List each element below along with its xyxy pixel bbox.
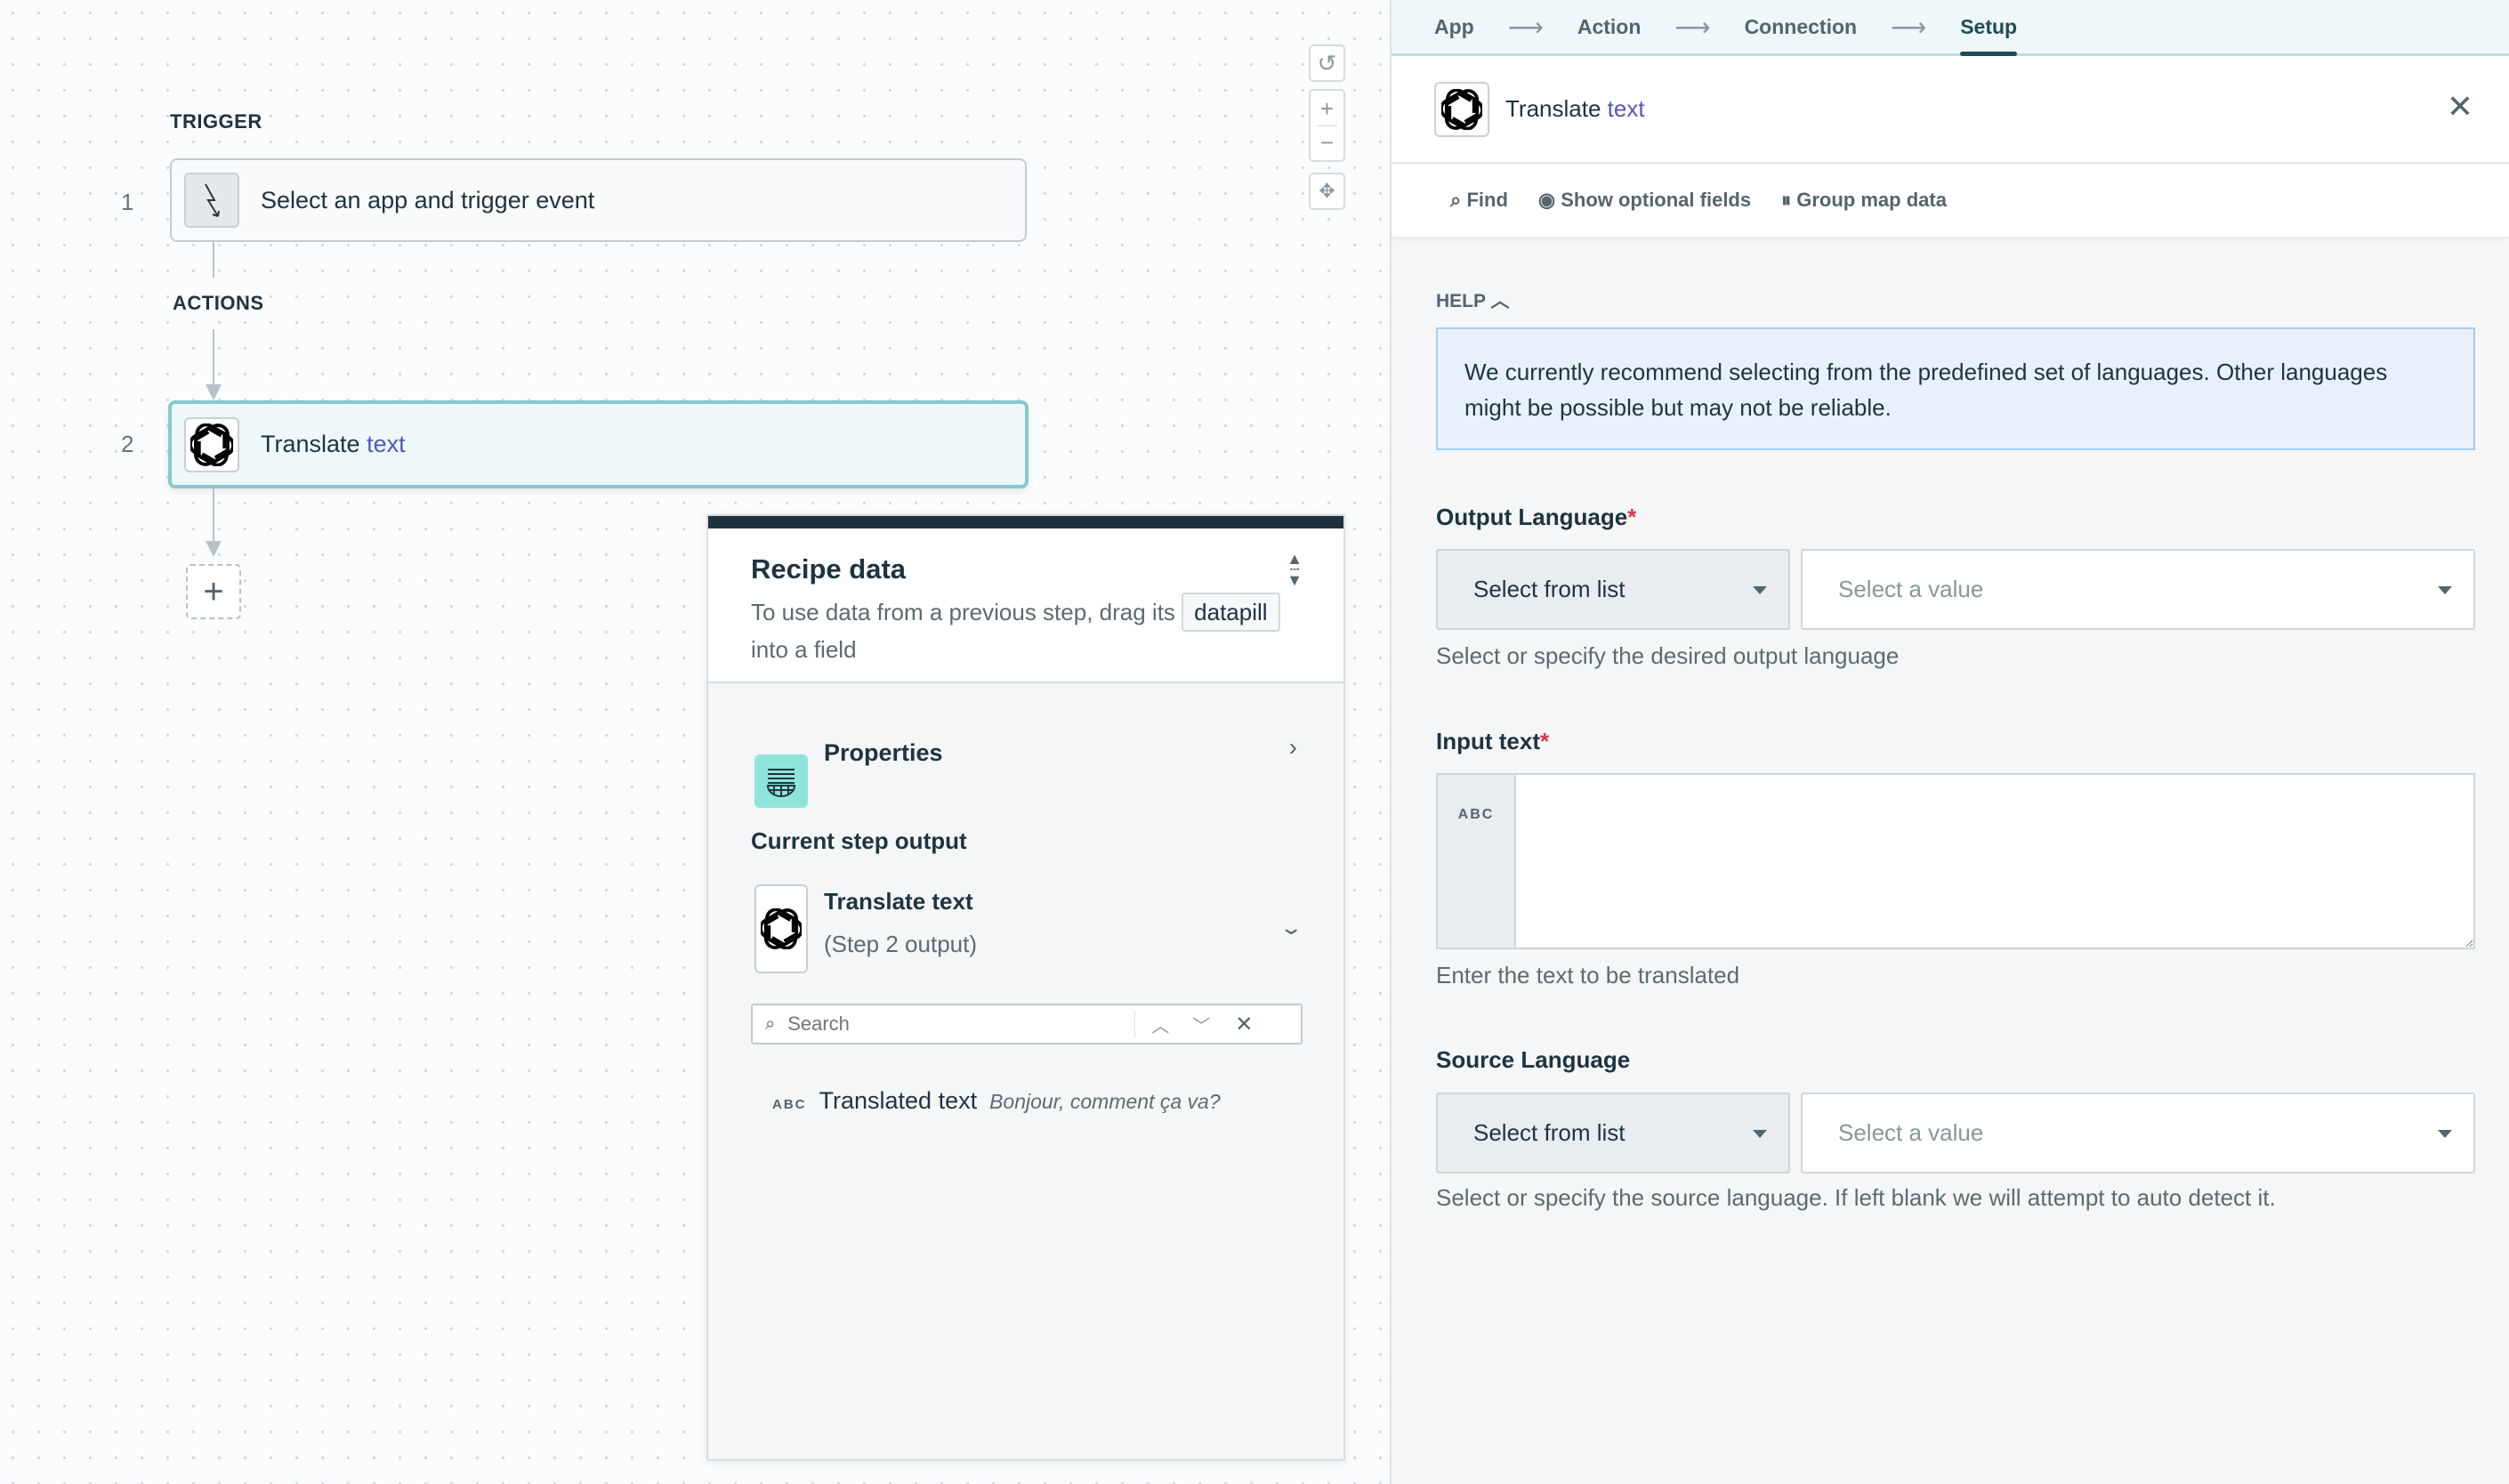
fit-to-screen-button[interactable]: ✥ <box>1309 173 1345 210</box>
source-language-label: Source Language <box>1436 1046 1631 1073</box>
recipe-data-title: Recipe data <box>751 553 907 585</box>
openai-icon <box>754 884 808 973</box>
input-text-label: Input text* <box>1436 728 1550 754</box>
openai-icon <box>1434 81 1489 137</box>
group-map-data-button[interactable]: ⏸ Group map data <box>1781 189 1947 211</box>
text-type-icon: ABC <box>1438 775 1516 948</box>
trigger-label: TRIGGER <box>170 110 262 133</box>
actions-label: ACTIONS <box>173 292 264 314</box>
step-output-subtitle: (Step 2 output) <box>824 931 977 957</box>
datapill-translated-text[interactable]: ABC Translated text Bonjour, comment ça … <box>772 1087 1221 1115</box>
search-icon: ⌕ <box>1450 189 1462 211</box>
action-step-title: Translate text <box>261 431 406 457</box>
panel-drag-bar[interactable] <box>708 516 1343 528</box>
source-language-mode-select[interactable]: Select from list <box>1436 1093 1790 1173</box>
caret-down-icon <box>1753 585 1767 594</box>
action-step-card[interactable]: Translate text <box>168 400 1029 488</box>
group-icon: ⏸ <box>1781 189 1792 211</box>
properties-item[interactable]: Properties <box>824 739 943 766</box>
datapill-sample: Bonjour, comment ça va? <box>989 1090 1221 1113</box>
output-language-mode-select[interactable]: Select from list <box>1436 549 1790 630</box>
text-type-icon: ABC <box>772 1097 807 1112</box>
panel-title: Translate text <box>1505 95 1645 122</box>
caret-down-icon <box>2438 585 2452 594</box>
connector-line <box>213 242 214 278</box>
arrow-right-icon: ⟶ <box>1507 12 1544 41</box>
connector-line <box>213 329 214 386</box>
caret-down-icon <box>2438 1129 2452 1138</box>
input-text-textarea[interactable] <box>1516 775 2473 948</box>
lightning-icon <box>184 173 239 228</box>
help-text: We currently recommend selecting from th… <box>1436 327 2475 450</box>
output-language-select[interactable]: Select a value <box>1801 549 2475 630</box>
caret-down-icon <box>1753 1129 1767 1138</box>
recipe-data-description: To use data from a previous step, drag i… <box>751 593 1301 667</box>
add-step-button[interactable]: + <box>186 564 241 619</box>
next-result-button[interactable]: ﹀ <box>1192 1016 1211 1036</box>
arrow-right-icon: ⟶ <box>1674 12 1711 41</box>
openai-icon <box>184 416 239 472</box>
step-output-title[interactable]: Translate text <box>824 888 973 915</box>
output-language-hint: Select or specify the desired output lan… <box>1436 642 1900 669</box>
output-language-label: Output Language* <box>1436 504 1637 530</box>
trigger-step-card[interactable]: Select an app and trigger event <box>170 158 1027 242</box>
zoom-out-button[interactable]: − <box>1319 128 1335 156</box>
step-number: 1 <box>121 189 134 215</box>
breadcrumb-action[interactable]: Action <box>1577 14 1642 38</box>
search-input[interactable] <box>787 1012 1135 1036</box>
resize-icon[interactable]: ▲ ┄ ▼ <box>1287 550 1303 589</box>
step-number: 2 <box>121 431 134 457</box>
step-setup-panel: App ⟶ Action ⟶ Connection ⟶ Setup Translate… <box>1390 0 2509 1484</box>
datapill-example: datapill <box>1182 593 1280 632</box>
chevron-up-icon: ︿ <box>1490 291 1510 311</box>
zoom-in-button[interactable]: + <box>1319 94 1335 122</box>
datapill-name: Translated text <box>819 1087 978 1114</box>
help-toggle[interactable]: HELP ︿ <box>1436 291 1510 311</box>
recipe-data-panel: Recipe data ▲ ┄ ▼ To use data from a previ… <box>706 514 1345 1461</box>
eye-icon: ◉ <box>1537 189 1556 211</box>
trigger-step-title: Select an app and trigger event <box>261 186 595 214</box>
current-step-output-label: Current step output <box>751 827 967 854</box>
arrow-right-icon: ⟶ <box>1891 12 1927 41</box>
properties-icon <box>754 754 808 808</box>
previous-result-button[interactable]: ︿ <box>1151 1016 1170 1036</box>
search-icon: ⌕ <box>765 1013 776 1034</box>
zoom-controls: + − <box>1309 89 1345 162</box>
clear-search-button[interactable]: ✕ <box>1235 1012 1254 1036</box>
source-language-select[interactable]: Select a value <box>1801 1093 2475 1173</box>
show-optional-fields-button[interactable]: ◉ Show optional fields <box>1537 189 1752 211</box>
chevron-right-icon[interactable]: › <box>1288 733 1297 761</box>
connector-line <box>213 488 214 544</box>
chevron-down-icon[interactable]: ⌄ <box>1278 916 1303 939</box>
input-text-hint: Enter the text to be translated <box>1436 962 1740 988</box>
datapill-search: ⌕ ︿ ﹀ ✕ <box>751 1004 1303 1044</box>
breadcrumb-app[interactable]: App <box>1434 14 1474 38</box>
breadcrumb-connection[interactable]: Connection <box>1744 14 1858 38</box>
source-language-hint: Select or specify the source language. I… <box>1436 1184 2276 1211</box>
close-icon[interactable]: ✕ <box>2446 88 2473 125</box>
connector-arrow <box>206 384 222 400</box>
reset-zoom-button[interactable]: ↺ <box>1309 44 1345 82</box>
breadcrumb-setup[interactable]: Setup <box>1960 14 2018 56</box>
input-text-field[interactable]: ABC <box>1436 773 2475 949</box>
connector-arrow <box>206 541 222 557</box>
breadcrumb: App ⟶ Action ⟶ Connection ⟶ Setup <box>1392 0 2509 56</box>
find-button[interactable]: ⌕ Find <box>1450 189 1508 211</box>
